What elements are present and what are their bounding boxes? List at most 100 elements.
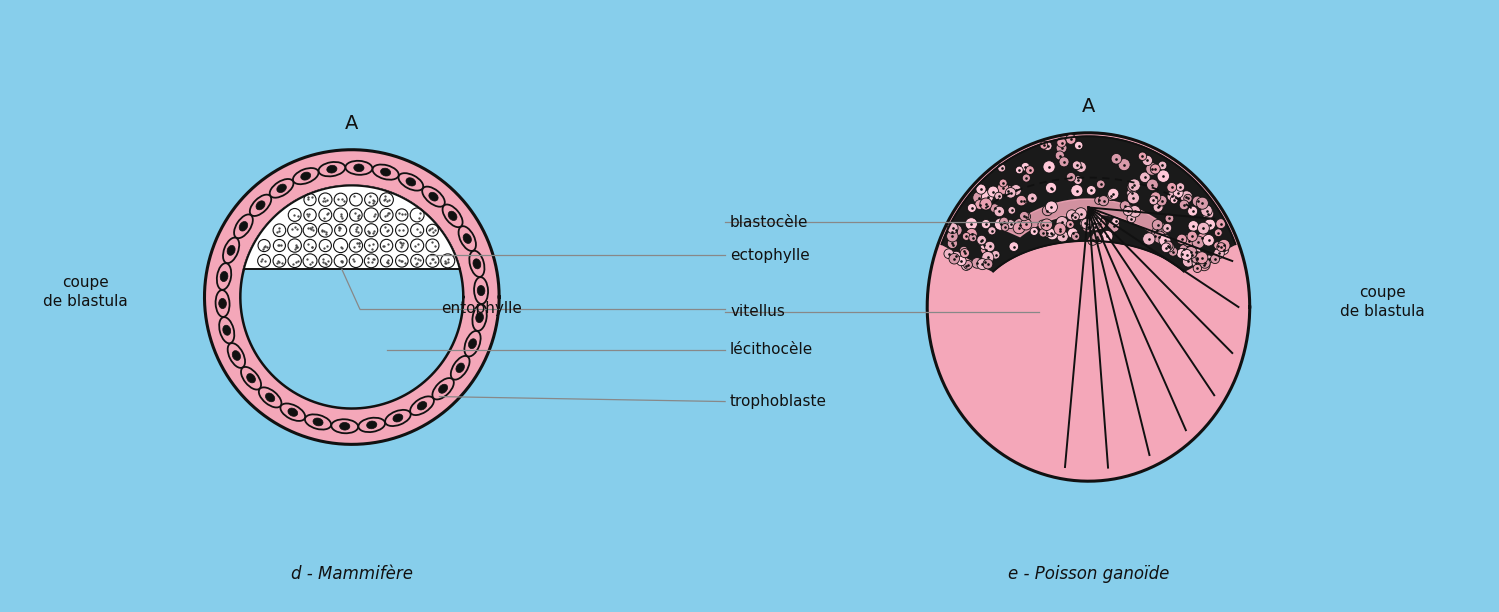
- Ellipse shape: [319, 162, 345, 176]
- Circle shape: [1193, 264, 1202, 272]
- Circle shape: [1027, 193, 1037, 203]
- Circle shape: [1177, 183, 1184, 192]
- Circle shape: [1091, 232, 1102, 242]
- Circle shape: [1075, 141, 1082, 150]
- Circle shape: [1154, 202, 1163, 211]
- Circle shape: [1204, 219, 1216, 230]
- Circle shape: [1073, 176, 1082, 184]
- Circle shape: [349, 239, 363, 252]
- Ellipse shape: [345, 161, 372, 175]
- Circle shape: [974, 200, 985, 209]
- Circle shape: [988, 227, 995, 235]
- Circle shape: [1184, 194, 1192, 203]
- Circle shape: [946, 230, 958, 242]
- Circle shape: [1111, 154, 1121, 164]
- Circle shape: [1099, 196, 1109, 206]
- Circle shape: [947, 223, 958, 234]
- Circle shape: [1180, 245, 1187, 253]
- Ellipse shape: [469, 339, 477, 349]
- Circle shape: [1202, 234, 1214, 246]
- Ellipse shape: [358, 418, 385, 432]
- Circle shape: [1214, 242, 1222, 249]
- Circle shape: [1094, 218, 1106, 230]
- Circle shape: [1045, 201, 1057, 213]
- Polygon shape: [204, 150, 499, 444]
- Ellipse shape: [475, 313, 484, 323]
- Circle shape: [1198, 222, 1210, 234]
- Circle shape: [1142, 233, 1156, 245]
- Circle shape: [983, 259, 992, 269]
- Circle shape: [396, 224, 408, 236]
- Ellipse shape: [474, 259, 481, 269]
- Ellipse shape: [465, 331, 481, 356]
- Circle shape: [1157, 195, 1168, 206]
- Circle shape: [1006, 188, 1016, 198]
- Circle shape: [304, 209, 316, 221]
- Circle shape: [1166, 182, 1177, 192]
- Circle shape: [959, 246, 968, 255]
- Ellipse shape: [216, 290, 229, 317]
- Ellipse shape: [223, 237, 240, 263]
- Circle shape: [1022, 212, 1031, 221]
- Circle shape: [1042, 206, 1052, 215]
- Circle shape: [1171, 196, 1178, 204]
- Circle shape: [1030, 227, 1039, 236]
- Ellipse shape: [469, 251, 484, 277]
- Ellipse shape: [241, 367, 261, 390]
- Circle shape: [1057, 143, 1067, 153]
- Circle shape: [991, 250, 1000, 259]
- Circle shape: [319, 239, 331, 252]
- Circle shape: [961, 261, 971, 271]
- Circle shape: [1067, 228, 1078, 238]
- Ellipse shape: [442, 204, 463, 227]
- Circle shape: [1019, 198, 1027, 205]
- Ellipse shape: [259, 387, 282, 408]
- Text: A: A: [345, 114, 358, 133]
- Circle shape: [303, 254, 316, 268]
- Circle shape: [1127, 214, 1136, 223]
- Circle shape: [1181, 249, 1192, 260]
- Circle shape: [364, 254, 378, 267]
- Circle shape: [1211, 255, 1220, 264]
- Ellipse shape: [439, 384, 448, 394]
- Circle shape: [1040, 141, 1048, 149]
- Circle shape: [1070, 185, 1082, 196]
- Ellipse shape: [463, 234, 471, 244]
- Circle shape: [319, 193, 331, 206]
- Text: coupe
de blastula: coupe de blastula: [42, 275, 127, 310]
- Circle shape: [1120, 201, 1130, 211]
- Circle shape: [1082, 221, 1093, 232]
- Ellipse shape: [381, 168, 391, 176]
- Circle shape: [967, 204, 976, 212]
- Circle shape: [288, 239, 301, 252]
- Ellipse shape: [340, 422, 349, 430]
- Ellipse shape: [250, 195, 271, 216]
- Ellipse shape: [228, 343, 244, 368]
- Circle shape: [273, 224, 286, 237]
- Circle shape: [1153, 202, 1163, 212]
- Circle shape: [426, 224, 438, 236]
- Circle shape: [982, 252, 994, 263]
- Ellipse shape: [219, 317, 234, 343]
- Ellipse shape: [313, 418, 324, 426]
- Circle shape: [1187, 231, 1198, 241]
- Circle shape: [381, 239, 393, 252]
- Circle shape: [273, 255, 286, 267]
- Circle shape: [441, 254, 454, 268]
- Circle shape: [1054, 223, 1066, 235]
- Text: lécithocèle: lécithocèle: [730, 342, 814, 357]
- Ellipse shape: [472, 304, 487, 331]
- Circle shape: [1009, 242, 1019, 252]
- Circle shape: [1150, 164, 1160, 174]
- Circle shape: [971, 258, 982, 268]
- Circle shape: [1057, 217, 1067, 228]
- Circle shape: [304, 193, 316, 206]
- Circle shape: [1163, 241, 1174, 250]
- Circle shape: [1045, 182, 1057, 193]
- Circle shape: [1001, 223, 1009, 231]
- Circle shape: [396, 209, 408, 221]
- Circle shape: [379, 193, 393, 206]
- Circle shape: [1006, 220, 1015, 228]
- Circle shape: [1163, 223, 1172, 233]
- Circle shape: [977, 237, 985, 245]
